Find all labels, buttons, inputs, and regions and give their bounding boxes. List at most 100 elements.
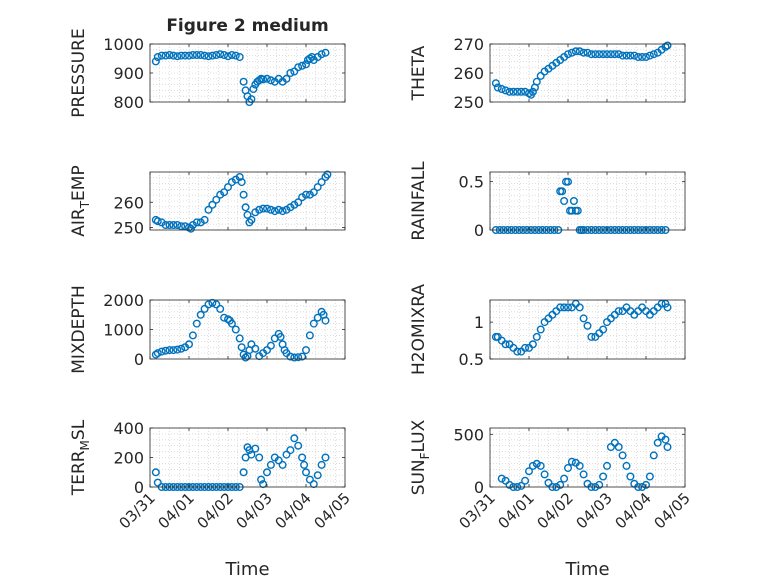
subplot-h2omixra: 0.5 1 H2OMIXRA [409, 284, 686, 375]
y-axis-label: H2OMIXRA [409, 284, 429, 375]
data-point [642, 53, 651, 62]
data-series [151, 298, 330, 362]
data-point [305, 54, 314, 63]
data-point [321, 48, 330, 57]
y-tick-label: 0 [134, 478, 144, 497]
data-point [237, 343, 246, 352]
data-point [321, 316, 330, 325]
data-point [505, 480, 514, 489]
x-tick-label: 04/03 [573, 489, 616, 532]
data-point [184, 51, 193, 60]
data-point [300, 460, 309, 469]
data-point [294, 353, 303, 362]
data-series [491, 41, 672, 99]
data-point [501, 340, 510, 349]
data-point [165, 220, 174, 229]
data-point [181, 51, 190, 60]
data-point [251, 344, 260, 353]
data-point [177, 344, 186, 353]
data-point [247, 215, 256, 224]
data-point [208, 51, 217, 60]
data-point [270, 207, 279, 216]
data-point [255, 205, 264, 214]
data-point [235, 334, 244, 343]
data-point [587, 332, 596, 341]
data-point [532, 459, 541, 468]
data-point [305, 475, 314, 484]
data-point [274, 205, 283, 214]
y-tick-label: 0 [474, 221, 484, 240]
chart-title: Figure 2 medium [166, 16, 328, 36]
data-point [212, 300, 221, 309]
data-point [567, 48, 576, 57]
data-point [200, 51, 209, 60]
data-point [317, 178, 326, 187]
data-point [302, 346, 311, 355]
data-point [177, 51, 186, 60]
data-point [169, 346, 178, 355]
data-point [317, 460, 326, 469]
data-point [153, 349, 162, 358]
y-axis-label-sub: F [418, 452, 432, 459]
y-tick-label: 260 [113, 193, 144, 212]
data-point [239, 77, 248, 86]
y-axis-label-rest: LUX [409, 419, 429, 452]
y-tick-label: 2000 [103, 291, 144, 310]
data-point [286, 446, 295, 455]
data-point [290, 67, 299, 76]
data-point [517, 481, 526, 490]
data-point [517, 87, 526, 96]
data-point [630, 51, 639, 60]
subplot-air: 250 260 AIRTEMP [69, 165, 346, 237]
data-point [263, 74, 272, 83]
y-tick-label: 260 [453, 64, 484, 83]
data-point [239, 468, 248, 477]
data-point [591, 50, 600, 59]
data-point [573, 206, 582, 215]
data-point [556, 480, 565, 489]
axes-box [489, 299, 686, 360]
data-point [579, 314, 588, 323]
data-point [276, 332, 285, 341]
data-point [294, 441, 303, 450]
y-axis-label: TERRMSL [69, 419, 92, 496]
data-point [177, 222, 186, 231]
data-point [575, 461, 584, 470]
data-point [313, 471, 322, 480]
data-series [151, 170, 332, 233]
y-axis-label-main: AIR [69, 208, 89, 237]
data-point [294, 198, 303, 207]
data-point [579, 470, 588, 479]
y-axis-label: PRESSURE [69, 28, 89, 117]
y-tick-label: 1 [474, 313, 484, 332]
y-axis-label-main: PRESSURE [69, 28, 89, 117]
data-point [290, 434, 299, 443]
data-point [173, 52, 182, 61]
subplot-terr: 020040003/3104/0104/0204/0304/0404/05TER… [69, 419, 354, 580]
data-point [536, 71, 545, 80]
data-point [622, 51, 631, 60]
data-point [216, 304, 225, 313]
y-tick-label: 400 [113, 419, 144, 438]
x-tick-label: 04/04 [612, 489, 655, 532]
y-axis-label: AIRTEMP [69, 165, 92, 236]
data-point [528, 340, 537, 349]
y-tick-label: 250 [113, 218, 144, 237]
data-point [569, 196, 578, 205]
data-point [603, 461, 612, 470]
data-point [653, 438, 662, 447]
data-point [153, 217, 162, 226]
data-point [157, 347, 166, 356]
data-point [223, 183, 232, 192]
data-point [298, 352, 307, 361]
data-point [263, 468, 272, 477]
y-tick-label: 0.5 [459, 350, 484, 369]
data-point [161, 346, 170, 355]
x-tick-label: 04/05 [651, 489, 694, 532]
data-point [634, 53, 643, 62]
data-point [255, 453, 264, 462]
data-point [663, 41, 672, 50]
data-point [558, 187, 567, 196]
data-point [266, 76, 275, 85]
data-point [540, 470, 549, 479]
